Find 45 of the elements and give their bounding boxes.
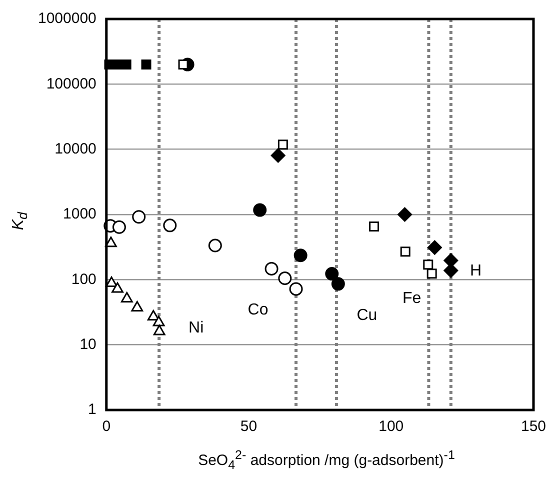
point [398,207,412,222]
point [325,267,339,281]
y-tick-label: 100 [71,270,96,288]
point [278,140,288,150]
point [264,262,278,276]
y-tick-label: 1000000 [38,10,96,28]
annotation: Cu [356,306,378,324]
annotation: Fe [402,290,422,307]
point [289,282,303,296]
point [132,210,146,224]
x-axis-title: SeO$_{4}$$^{2-}$ adsorption /mg (g-adsorbent)$^{-1}$ [197,448,456,472]
point [163,218,177,232]
x-tick-label: 0 [102,418,111,436]
point [253,203,267,217]
point [423,260,434,270]
point [112,282,124,293]
point [141,60,152,70]
point [105,236,117,248]
point [131,301,144,312]
point [112,220,126,234]
annotation: Ni [188,319,204,336]
point [178,60,188,70]
y-tick-label: 1 [88,401,96,418]
annotation: H [470,262,482,280]
x-tick-label: 150 [520,418,546,436]
point [278,272,292,286]
point [270,148,286,163]
point [426,268,437,279]
point [120,292,133,302]
annotation: Co [248,302,268,319]
point [331,277,345,291]
y-tick-label: 10000 [54,140,96,158]
y-tick-label: 10 [80,336,96,353]
point [208,238,222,252]
point [153,324,166,336]
point [152,316,165,326]
y-tick-label: 100000 [46,75,96,92]
point [294,248,308,262]
point [427,240,442,255]
point [147,310,160,320]
point [369,221,380,232]
x-tick-label: 100 [378,418,404,436]
y-tick-label: 1000 [63,206,96,223]
x-tick-label: 50 [240,418,258,436]
point [400,246,410,257]
